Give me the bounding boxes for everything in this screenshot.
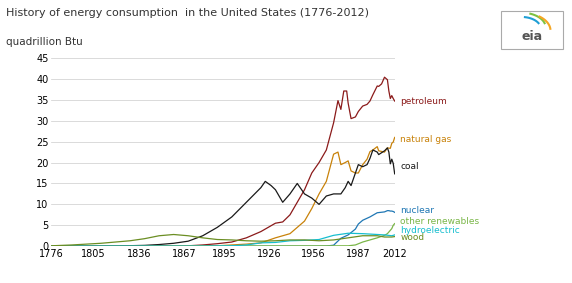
Text: petroleum: petroleum (400, 97, 447, 106)
Text: nuclear: nuclear (400, 206, 434, 215)
Text: natural gas: natural gas (400, 135, 452, 144)
FancyBboxPatch shape (501, 11, 563, 49)
Text: coal: coal (400, 162, 419, 171)
Text: other renewables: other renewables (400, 216, 479, 226)
Text: History of energy consumption  in the United States (1776-2012): History of energy consumption in the Uni… (6, 8, 369, 18)
Text: wood: wood (400, 233, 424, 242)
Text: eia: eia (522, 30, 542, 42)
Text: hydroelectric: hydroelectric (400, 226, 460, 235)
Text: quadrillion Btu: quadrillion Btu (6, 37, 82, 47)
